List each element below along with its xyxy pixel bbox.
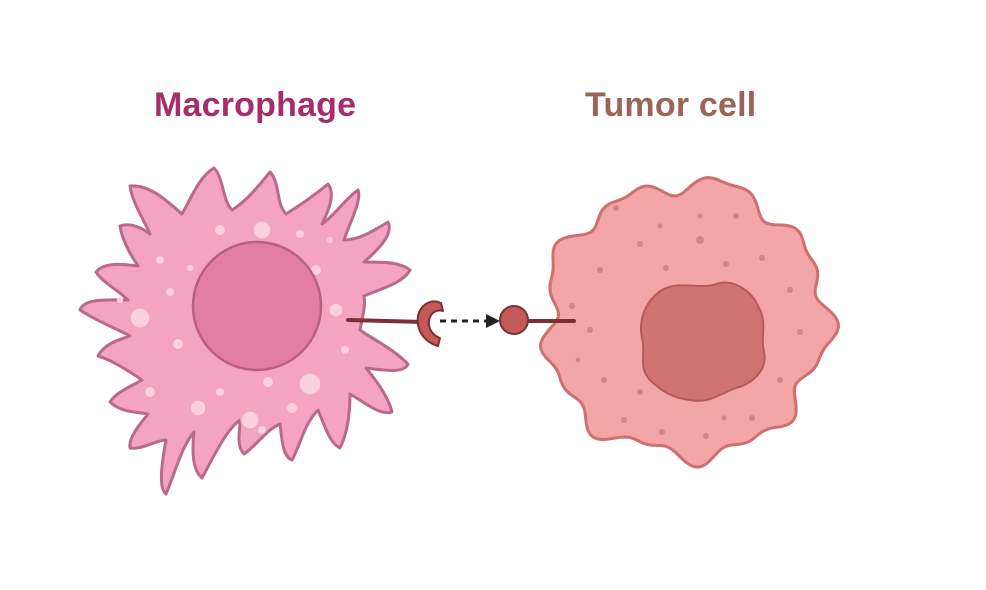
- tumor-cell-dot: [759, 255, 765, 261]
- tumor-cell-nucleus: [640, 281, 766, 402]
- macrophage-vesicle: [258, 426, 266, 434]
- tumor-cell-dot: [637, 389, 643, 395]
- macrophage-vesicle: [166, 288, 174, 296]
- tumor-cell-dot: [703, 433, 709, 439]
- tumor-cell-label: Tumor cell: [585, 86, 757, 124]
- tumor-cell-dot: [787, 287, 793, 293]
- tumor-cell-icon: [539, 176, 840, 469]
- tumor-cell-dot: [637, 241, 643, 247]
- macrophage-nucleus: [191, 240, 323, 372]
- tumor-cell-dot: [733, 213, 739, 219]
- receptor-icon: [346, 300, 444, 347]
- macrophage-vesicle: [341, 346, 349, 354]
- macrophage-vesicle: [129, 307, 151, 329]
- macrophage-cell-icon: [78, 166, 412, 496]
- tumor-cell-dot: [696, 236, 704, 244]
- tumor-cell-dot: [663, 265, 669, 271]
- macrophage-vesicle: [287, 403, 297, 413]
- tumor-cell-dot: [597, 267, 603, 273]
- tumor-cell-dot: [587, 327, 593, 333]
- tumor-cell-dot: [659, 429, 665, 435]
- macrophage-vesicle: [327, 237, 333, 243]
- macrophage-label: Macrophage: [154, 86, 357, 124]
- macrophage-vesicle: [173, 339, 183, 349]
- tumor-cell-dot: [777, 377, 783, 383]
- macrophage-vesicle: [311, 265, 321, 275]
- tumor-cell-dot: [621, 417, 627, 423]
- macrophage-vesicle: [296, 230, 304, 238]
- macrophage-vesicle: [215, 225, 225, 235]
- macrophage-vesicle: [328, 302, 344, 318]
- macrophage-vesicle: [252, 220, 272, 240]
- dashed-arrow-icon: [440, 314, 500, 328]
- tumor-cell-dot: [657, 223, 663, 229]
- macrophage-vesicle: [240, 410, 260, 430]
- macrophage-vesicle: [298, 372, 322, 396]
- tumor-cell-dot: [569, 303, 575, 309]
- tumor-cell-dot: [613, 205, 619, 211]
- tumor-cell-dot: [601, 377, 607, 383]
- macrophage-vesicle: [216, 388, 224, 396]
- tumor-cell-dot: [697, 213, 703, 219]
- tumor-cell-dot: [797, 329, 803, 335]
- macrophage-vesicle: [187, 265, 193, 271]
- tumor-cell-dot: [749, 415, 755, 421]
- macrophage-vesicle: [189, 399, 207, 417]
- macrophage-vesicle: [263, 377, 273, 387]
- macrophage-vesicle: [145, 387, 155, 397]
- tumor-cell-dot: [721, 415, 727, 421]
- tumor-cell-dot: [575, 357, 581, 363]
- macrophage-vesicle: [156, 256, 164, 264]
- ligand-icon: [499, 305, 576, 335]
- macrophage-vesicle: [117, 297, 123, 303]
- tumor-cell-dot: [723, 261, 729, 267]
